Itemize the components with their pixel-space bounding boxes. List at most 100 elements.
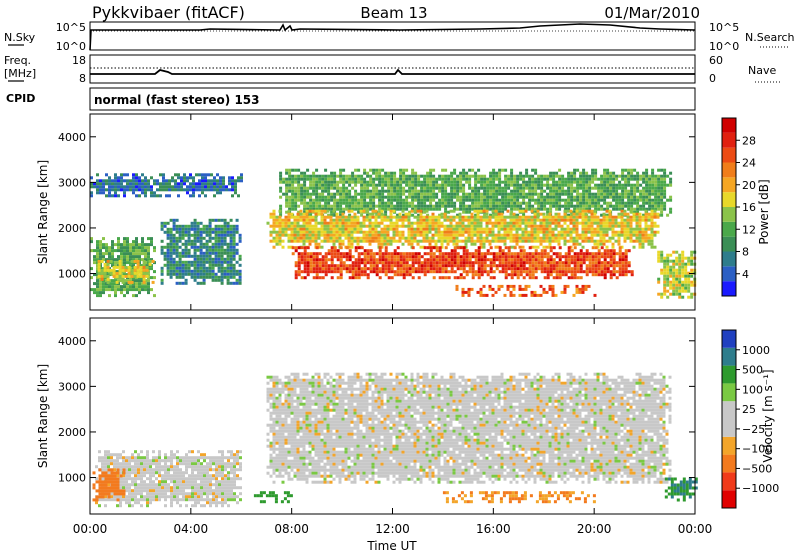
- data-cell: [455, 233, 459, 237]
- data-cell: [187, 242, 191, 246]
- data-cell: [318, 267, 322, 271]
- data-cell: [611, 230, 615, 234]
- data-cell: [416, 215, 420, 219]
- data-cell: [452, 215, 456, 219]
- data-cell: [205, 275, 209, 279]
- data-cell: [597, 270, 601, 274]
- data-cell: [345, 252, 349, 256]
- data-cell: [501, 198, 505, 202]
- data-cell: [617, 215, 621, 219]
- data-cell: [552, 177, 556, 181]
- data-cell: [539, 227, 543, 231]
- data-cell: [516, 189, 520, 193]
- data-cell: [435, 180, 439, 184]
- data-cell: [633, 207, 637, 211]
- data-cell: [338, 218, 342, 222]
- data-cell: [105, 243, 108, 247]
- data-cell: [449, 239, 453, 243]
- data-cell: [645, 171, 649, 175]
- data-cell: [540, 189, 544, 193]
- data-cell: [629, 215, 633, 219]
- data-cell: [444, 252, 448, 256]
- data-cell: [393, 252, 397, 256]
- data-cell: [205, 248, 209, 252]
- data-cell: [485, 293, 489, 297]
- data-cell: [504, 270, 508, 274]
- data-cell: [444, 168, 448, 172]
- data-cell: [663, 201, 667, 205]
- data-cell: [558, 201, 562, 205]
- data-cell: [629, 227, 633, 231]
- data-cell: [380, 215, 384, 219]
- data-cell: [600, 177, 604, 181]
- data-cell: [639, 192, 643, 196]
- data-cell: [608, 236, 612, 240]
- data-cell: [524, 227, 528, 231]
- data-cell: [497, 230, 501, 234]
- data-cell: [660, 189, 664, 193]
- data-cell: [321, 264, 325, 268]
- data-cell: [123, 185, 126, 189]
- data-cell: [308, 242, 312, 246]
- data-cell: [576, 261, 580, 265]
- data-cell: [663, 204, 667, 208]
- data-cell: [603, 261, 607, 265]
- data-cell: [114, 194, 117, 198]
- data-cell: [205, 239, 209, 243]
- data-cell: [386, 230, 390, 234]
- data-cell: [141, 279, 144, 283]
- data-cell: [650, 227, 654, 231]
- data-cell: [546, 255, 550, 259]
- data-cell: [509, 239, 513, 243]
- data-cell: [450, 267, 454, 271]
- data-cell: [576, 183, 580, 187]
- data-cell: [238, 269, 242, 273]
- data-cell: [312, 189, 316, 193]
- data-cell: [612, 249, 616, 253]
- data-cell: [590, 215, 594, 219]
- data-cell: [497, 284, 501, 288]
- data-cell: [491, 293, 495, 297]
- data-cell: [407, 230, 411, 234]
- data-cell: [645, 168, 649, 172]
- data-cell: [593, 233, 597, 237]
- data-cell: [573, 255, 577, 259]
- data-cell: [597, 198, 601, 202]
- data-cell: [468, 252, 472, 256]
- data-cell: [489, 189, 493, 193]
- data-cell: [318, 264, 322, 268]
- data-cell: [477, 270, 481, 274]
- data-cell: [129, 249, 132, 253]
- data-cell: [558, 186, 562, 190]
- data-cell: [504, 189, 508, 193]
- data-cell: [455, 284, 459, 288]
- data-cell: [572, 227, 576, 231]
- data-cell: [321, 189, 325, 193]
- data-cell: [309, 267, 313, 271]
- data-cell: [123, 240, 126, 244]
- data-cell: [387, 177, 391, 181]
- data-cell: [171, 188, 174, 192]
- data-cell: [567, 249, 571, 253]
- data-cell: [369, 204, 373, 208]
- data-cell: [365, 236, 369, 240]
- data-cell: [132, 185, 135, 189]
- data-cell: [228, 188, 231, 192]
- data-cell: [515, 239, 519, 243]
- data-cell: [449, 218, 453, 222]
- data-cell: [387, 255, 391, 259]
- data-cell: [624, 273, 628, 277]
- data-cell: [653, 221, 657, 225]
- data-cell: [381, 177, 385, 181]
- data-cell: [492, 204, 496, 208]
- data-cell: [546, 180, 550, 184]
- data-cell: [638, 227, 642, 231]
- data-cell: [495, 264, 499, 268]
- data-cell: [211, 218, 215, 222]
- data-cell: [389, 224, 393, 228]
- data-cell: [356, 236, 360, 240]
- data-cell: [315, 207, 319, 211]
- data-cell: [184, 269, 188, 273]
- data-cell: [428, 221, 432, 225]
- data-cell: [135, 237, 138, 241]
